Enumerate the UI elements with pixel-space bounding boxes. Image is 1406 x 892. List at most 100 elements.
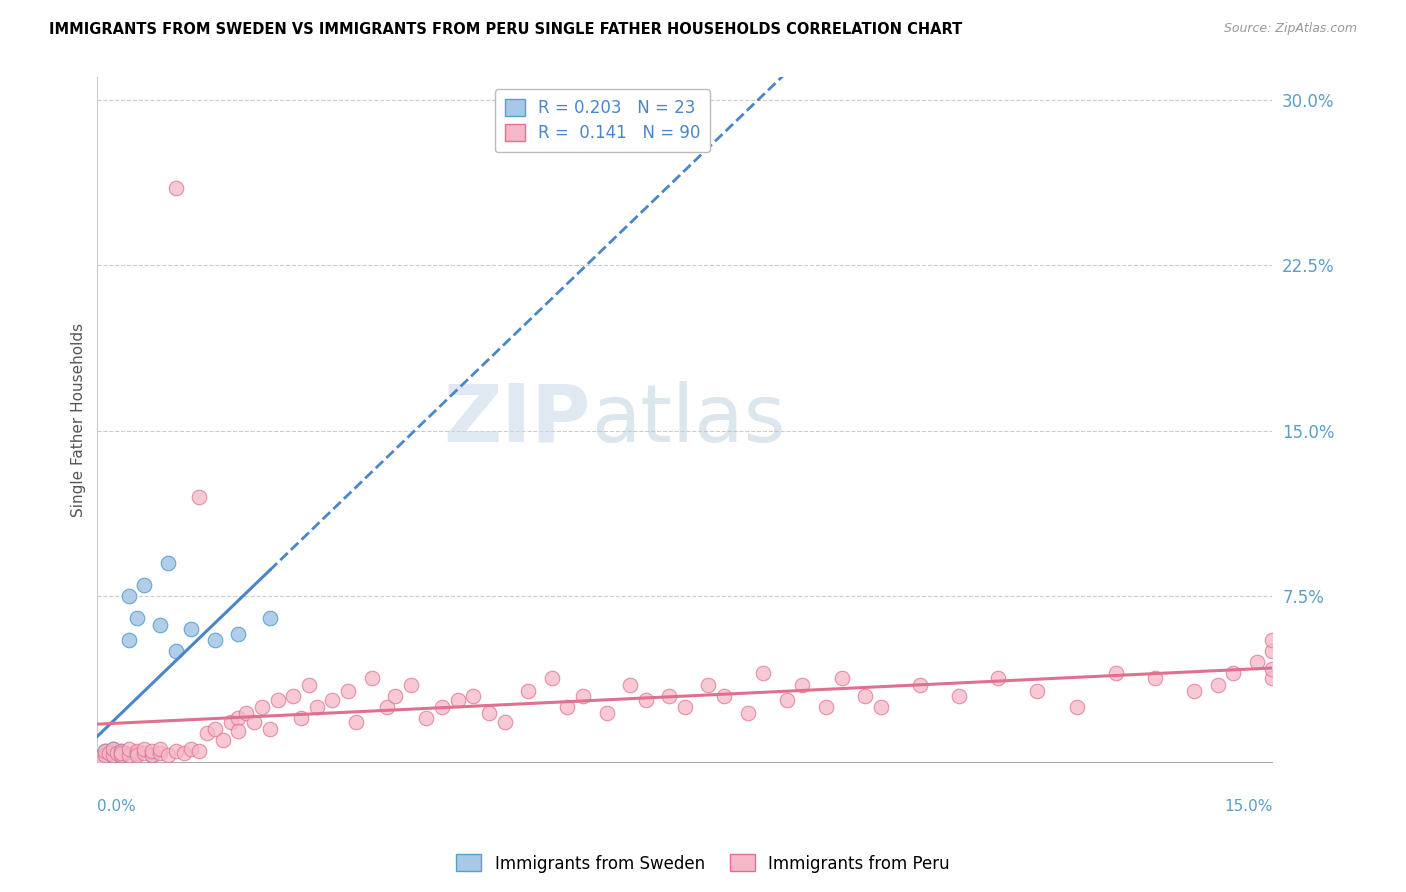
Point — [540, 671, 562, 685]
Point — [243, 714, 266, 729]
Point — [125, 746, 148, 760]
Point — [195, 726, 218, 740]
Point — [344, 714, 367, 729]
Text: 0.0%: 0.0% — [97, 799, 136, 814]
Point — [105, 746, 128, 760]
Point — [1026, 684, 1049, 698]
Point — [228, 711, 250, 725]
Text: ZIP: ZIP — [444, 381, 591, 458]
Point — [94, 748, 117, 763]
Point — [375, 699, 398, 714]
Point — [595, 706, 617, 721]
Point — [948, 689, 970, 703]
Point — [110, 746, 132, 760]
Point — [1261, 662, 1284, 676]
Point — [141, 748, 163, 763]
Text: Source: ZipAtlas.com: Source: ZipAtlas.com — [1223, 22, 1357, 36]
Point — [634, 693, 657, 707]
Point — [399, 677, 422, 691]
Legend: Immigrants from Sweden, Immigrants from Peru: Immigrants from Sweden, Immigrants from … — [450, 847, 956, 880]
Point — [298, 677, 321, 691]
Point — [118, 589, 141, 603]
Point — [908, 677, 931, 691]
Point — [134, 746, 156, 760]
Point — [114, 746, 136, 760]
Point — [384, 689, 406, 703]
Point — [305, 699, 328, 714]
Point — [156, 556, 179, 570]
Point — [360, 671, 382, 685]
Point — [141, 744, 163, 758]
Point — [118, 633, 141, 648]
Point — [118, 748, 141, 763]
Point — [415, 711, 437, 725]
Point — [94, 744, 117, 758]
Point — [149, 746, 172, 760]
Point — [697, 677, 720, 691]
Point — [658, 689, 681, 703]
Point — [250, 699, 273, 714]
Point — [1066, 699, 1088, 714]
Point — [94, 748, 117, 763]
Point — [180, 741, 202, 756]
Point — [290, 711, 312, 725]
Point — [165, 744, 187, 758]
Point — [204, 722, 226, 736]
Point — [1261, 644, 1284, 658]
Point — [149, 741, 172, 756]
Point — [619, 677, 641, 691]
Point — [673, 699, 696, 714]
Point — [869, 699, 891, 714]
Point — [125, 611, 148, 625]
Point — [737, 706, 759, 721]
Point — [165, 181, 187, 195]
Point — [1105, 666, 1128, 681]
Point — [776, 693, 799, 707]
Point — [259, 722, 281, 736]
Point — [1261, 633, 1284, 648]
Point — [94, 744, 117, 758]
Point — [1261, 671, 1284, 685]
Point — [180, 623, 202, 637]
Point — [1246, 656, 1268, 670]
Point — [101, 748, 124, 763]
Point — [853, 689, 876, 703]
Point — [494, 714, 516, 729]
Text: 15.0%: 15.0% — [1225, 799, 1272, 814]
Point — [517, 684, 540, 698]
Point — [125, 744, 148, 758]
Point — [110, 748, 132, 763]
Point — [134, 578, 156, 592]
Point — [101, 741, 124, 756]
Point — [235, 706, 257, 721]
Text: atlas: atlas — [591, 381, 786, 458]
Point — [98, 746, 121, 760]
Point — [321, 693, 343, 707]
Point — [337, 684, 360, 698]
Point — [259, 611, 281, 625]
Y-axis label: Single Father Households: Single Father Households — [72, 323, 86, 516]
Point — [752, 666, 775, 681]
Point — [105, 746, 128, 760]
Point — [572, 689, 595, 703]
Point — [110, 748, 132, 763]
Point — [149, 618, 172, 632]
Point — [831, 671, 853, 685]
Point — [1206, 677, 1229, 691]
Point — [101, 741, 124, 756]
Point — [283, 689, 305, 703]
Point — [792, 677, 814, 691]
Point — [125, 748, 148, 763]
Point — [204, 633, 226, 648]
Point — [101, 748, 124, 763]
Point — [110, 744, 132, 758]
Point — [447, 693, 470, 707]
Point — [557, 699, 579, 714]
Point — [228, 723, 250, 738]
Point — [173, 746, 195, 760]
Point — [463, 689, 485, 703]
Point — [713, 689, 735, 703]
Point — [1222, 666, 1244, 681]
Point — [814, 699, 837, 714]
Point — [266, 693, 288, 707]
